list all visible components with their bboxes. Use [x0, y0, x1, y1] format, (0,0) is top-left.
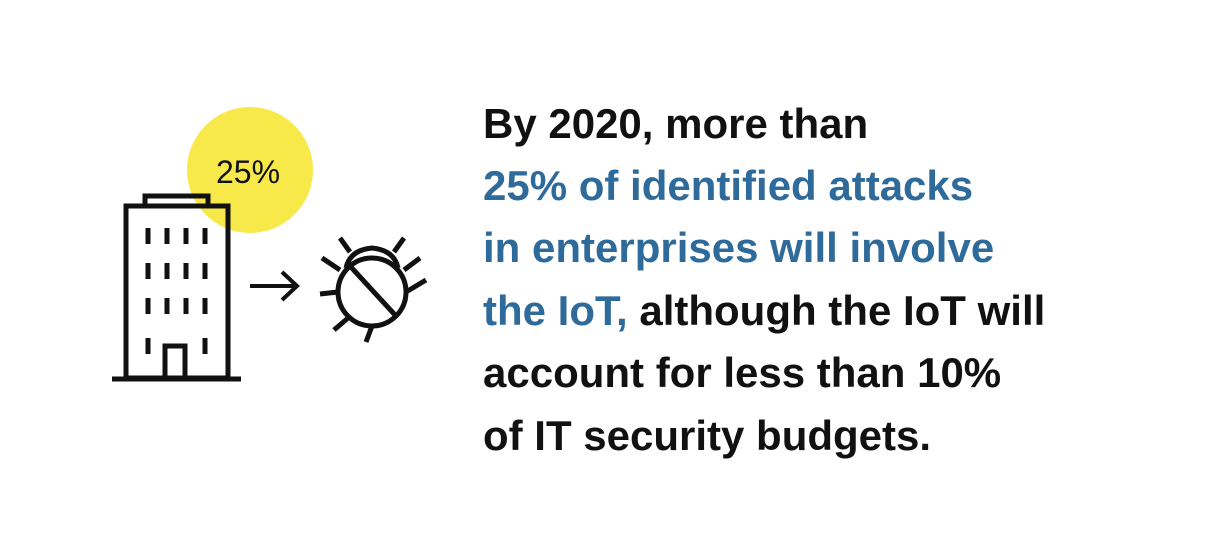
statement-line: 25% of identified attacks	[483, 162, 973, 209]
statement-text: of IT security budgets.	[483, 412, 931, 459]
building-icon	[112, 193, 241, 382]
statement-text: By 2020, more than	[483, 100, 868, 147]
statement-highlight: in enterprises will involve	[483, 224, 994, 271]
bug-icon	[319, 236, 428, 343]
arrow-icon	[250, 270, 300, 302]
statement-line: of IT security budgets.	[483, 412, 931, 459]
statement-line: account for less than 10%	[483, 349, 1001, 396]
statement-line: By 2020, more than	[483, 100, 868, 147]
statement-line: the IoT, although the IoT will	[483, 287, 1045, 334]
badge-label: 25%	[216, 154, 280, 190]
statement-line: in enterprises will involve	[483, 224, 994, 271]
badge-circle	[187, 107, 313, 233]
statement-text: account for less than 10%	[483, 349, 1001, 396]
statement-highlight: the IoT,	[483, 287, 628, 334]
statement-highlight: 25% of identified attacks	[483, 162, 973, 209]
statement-text: although the IoT will	[628, 287, 1046, 334]
